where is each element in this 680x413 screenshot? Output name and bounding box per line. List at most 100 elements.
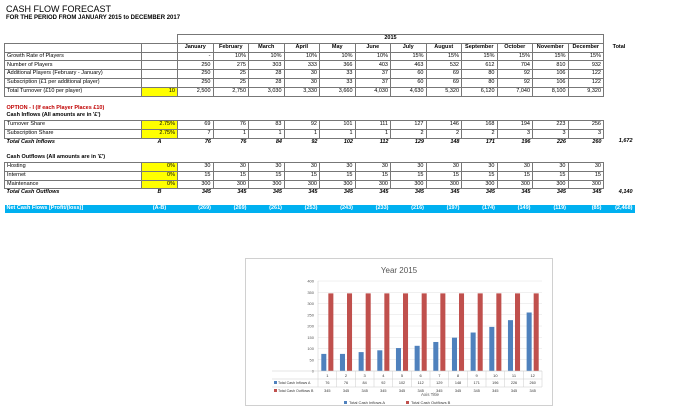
value-cell[interactable]: 300 — [567, 179, 604, 190]
value-cell[interactable]: 171 — [485, 138, 495, 145]
value-cell[interactable]: 30 — [283, 161, 320, 172]
value-cell[interactable]: 60 — [390, 77, 427, 88]
empty-cell[interactable] — [568, 96, 604, 104]
value-cell[interactable]: 300 — [390, 179, 427, 190]
empty-cell[interactable] — [320, 146, 356, 154]
total-header[interactable]: Total — [612, 43, 626, 50]
empty-cell[interactable] — [533, 146, 569, 154]
empty-cell[interactable] — [497, 197, 533, 205]
empty-cell[interactable] — [178, 197, 214, 205]
empty-cell[interactable] — [178, 146, 214, 154]
value-cell[interactable]: 92 — [283, 119, 320, 130]
empty-cell[interactable] — [355, 96, 391, 104]
value-cell[interactable]: (174) — [461, 204, 497, 213]
empty-cell[interactable] — [604, 129, 635, 138]
value-cell[interactable]: 60 — [390, 69, 427, 79]
value-cell[interactable]: 168 — [461, 119, 498, 130]
empty-cell[interactable] — [462, 197, 498, 205]
value-cell[interactable]: 810 — [532, 60, 569, 71]
empty-cell[interactable] — [604, 104, 635, 112]
value-cell[interactable]: 28 — [248, 69, 285, 79]
value-cell[interactable]: 33 — [319, 69, 356, 79]
value-cell[interactable]: 300 — [177, 179, 214, 190]
value-cell[interactable]: 345 — [450, 189, 460, 196]
value-cell[interactable]: 30 — [319, 161, 356, 172]
empty-cell[interactable] — [604, 61, 635, 70]
empty-cell[interactable] — [4, 42, 142, 53]
empty-cell[interactable] — [142, 146, 178, 154]
value-cell[interactable]: 1 — [212, 128, 249, 139]
input-cell[interactable]: 2.75% — [141, 119, 178, 130]
row-label[interactable]: Hosting — [4, 161, 142, 172]
value-cell[interactable]: 111 — [354, 119, 391, 130]
value-cell[interactable]: 15 — [496, 170, 533, 181]
value-cell[interactable]: 15% — [390, 51, 427, 62]
empty-cell[interactable] — [426, 154, 462, 162]
value-cell[interactable]: 345 — [201, 189, 211, 196]
empty-cell[interactable] — [604, 146, 635, 154]
empty-cell[interactable] — [604, 162, 635, 171]
value-cell[interactable]: 223 — [532, 119, 569, 130]
value-cell[interactable]: 69 — [425, 69, 462, 79]
empty-cell[interactable] — [178, 112, 214, 120]
value-cell[interactable]: 76 — [240, 138, 247, 145]
value-cell[interactable]: 30 — [177, 161, 214, 172]
value-cell[interactable]: 2,500 — [177, 86, 214, 97]
month-header[interactable]: October — [496, 42, 533, 53]
value-cell[interactable]: (233) — [355, 204, 391, 213]
value-cell[interactable]: 6,120 — [461, 86, 498, 97]
value-cell[interactable]: (261) — [248, 204, 284, 213]
empty-cell[interactable] — [213, 197, 249, 205]
value-cell[interactable]: 1 — [319, 128, 356, 139]
value-cell[interactable]: 2 — [390, 128, 427, 139]
value-cell[interactable]: 275 — [212, 60, 249, 71]
empty-cell[interactable] — [426, 104, 462, 112]
empty-cell[interactable] — [604, 35, 635, 44]
empty-cell[interactable] — [5, 35, 142, 44]
value-cell[interactable]: 7 — [177, 128, 214, 139]
value-cell[interactable]: 4,630 — [390, 86, 427, 97]
empty-cell[interactable] — [142, 104, 178, 112]
month-header[interactable]: March — [248, 42, 285, 53]
year-chart[interactable]: Year 2015 0 50 100 150 200 250 300 350 400 1 2 3 4 5 6 7… — [245, 258, 553, 406]
value-cell[interactable]: 2 — [425, 128, 462, 139]
value-cell[interactable]: 366 — [319, 60, 356, 71]
empty-cell[interactable] — [5, 146, 142, 154]
month-header[interactable]: September — [461, 42, 498, 53]
empty-cell[interactable] — [391, 104, 427, 112]
value-cell[interactable]: (243) — [319, 204, 355, 213]
input-cell[interactable]: 10 — [141, 86, 178, 97]
value-cell[interactable]: 345 — [556, 189, 566, 196]
empty-cell[interactable] — [320, 197, 356, 205]
empty-cell[interactable] — [426, 197, 462, 205]
empty-cell[interactable] — [213, 154, 249, 162]
value-cell[interactable]: 25 — [212, 77, 249, 88]
value-cell[interactable]: 10% — [248, 51, 285, 62]
value-cell[interactable]: 345 — [485, 189, 495, 196]
month-header[interactable]: August — [425, 42, 462, 53]
value-cell[interactable]: 30 — [212, 161, 249, 172]
value-cell[interactable]: 1 — [248, 128, 285, 139]
empty-cell[interactable] — [497, 96, 533, 104]
code-cell[interactable]: (A-B) — [141, 204, 178, 213]
value-cell[interactable]: 2,750 — [212, 86, 249, 97]
empty-cell[interactable] — [604, 87, 635, 96]
empty-cell[interactable] — [604, 154, 635, 162]
empty-cell[interactable] — [355, 112, 391, 120]
value-cell[interactable]: 148 — [450, 138, 460, 145]
empty-cell[interactable] — [533, 112, 569, 120]
empty-cell[interactable] — [462, 146, 498, 154]
value-cell[interactable]: 10% — [354, 51, 391, 62]
month-header[interactable]: May — [319, 42, 356, 53]
input-cell[interactable]: 0% — [141, 179, 178, 190]
value-cell[interactable]: 76 — [204, 138, 211, 145]
empty-cell[interactable] — [533, 154, 569, 162]
empty-cell[interactable] — [568, 197, 604, 205]
empty-cell[interactable] — [141, 42, 178, 53]
empty-cell[interactable] — [213, 104, 249, 112]
total-cell[interactable]: 4,140 — [618, 189, 633, 196]
value-cell[interactable]: 127 — [390, 119, 427, 130]
month-header[interactable]: February — [212, 42, 249, 53]
value-cell[interactable]: 28 — [248, 77, 285, 88]
empty-cell[interactable] — [249, 104, 285, 112]
